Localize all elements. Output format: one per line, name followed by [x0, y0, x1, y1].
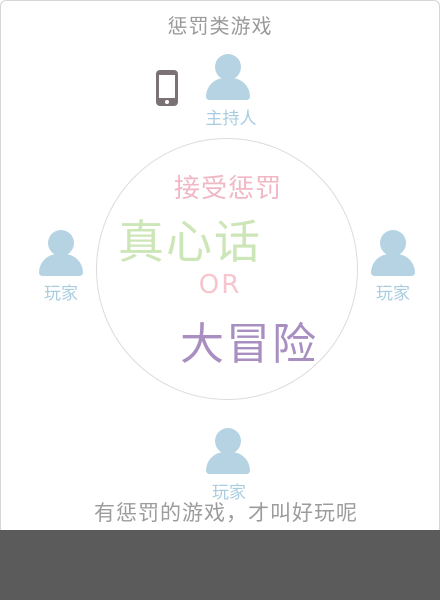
right-player-label: 玩家: [376, 284, 410, 304]
host-label: 主持人: [205, 109, 257, 129]
footer-bar: [0, 530, 440, 600]
smartphone-icon: [156, 70, 178, 106]
bottom-player-person-icon: [206, 428, 250, 476]
right-player-person-icon: [371, 230, 415, 278]
game-table-circle: [96, 138, 358, 400]
bottom-player-label: 玩家: [212, 483, 246, 503]
left-player-person-icon: [39, 230, 83, 278]
dare-text: 大冒险: [180, 319, 318, 370]
left-player-label: 玩家: [44, 284, 78, 304]
or-text: OR: [198, 270, 242, 300]
page-title: 惩罚类游戏: [167, 14, 273, 38]
host-person-icon: [206, 54, 250, 102]
tagline-text: 有惩罚的游戏，才叫好玩呢: [94, 501, 358, 525]
accept-punishment-text: 接受惩罚: [173, 174, 282, 204]
truth-text: 真心话: [118, 215, 262, 269]
